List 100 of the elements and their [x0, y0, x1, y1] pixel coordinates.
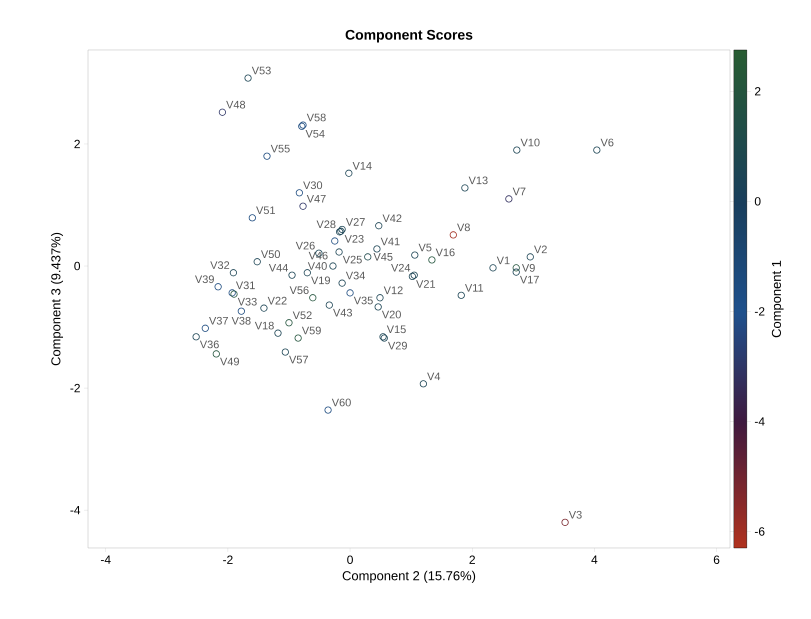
- annotation: V32: [210, 261, 230, 270]
- y-tick-label: 2: [74, 140, 80, 148]
- annotation: V51: [256, 206, 275, 214]
- annotation: V41: [380, 238, 400, 246]
- annotation: V25: [342, 256, 362, 264]
- annotation: V38: [232, 316, 251, 325]
- point: [326, 301, 333, 309]
- point: [461, 184, 468, 192]
- point: [202, 324, 209, 332]
- annotation: V35: [354, 296, 373, 304]
- point: [346, 289, 354, 296]
- annotation: V5: [418, 244, 432, 252]
- annotation: V3: [568, 510, 582, 519]
- annotation: V37: [209, 316, 228, 325]
- annotation: V17: [520, 276, 539, 284]
- point: [288, 272, 296, 279]
- annotation: V31: [236, 281, 255, 290]
- x-tick-label: -2: [223, 556, 233, 564]
- annotation: V39: [194, 275, 214, 284]
- annotation: V33: [238, 298, 257, 306]
- annotation: V47: [306, 194, 326, 203]
- y-tick-label: -2: [70, 384, 80, 392]
- annotation: V21: [416, 280, 436, 288]
- point: [338, 226, 346, 234]
- point: [364, 253, 372, 260]
- point: [309, 294, 316, 302]
- point: [248, 214, 256, 222]
- annotation: V6: [600, 138, 614, 146]
- annotation: V44: [268, 264, 288, 272]
- point: [410, 272, 418, 279]
- annotation: V57: [289, 356, 308, 364]
- annotation: V23: [344, 234, 364, 243]
- chart-title: Component Scores: [346, 30, 472, 42]
- annotation: V45: [374, 253, 392, 261]
- point: [299, 202, 307, 210]
- point: [274, 330, 282, 337]
- x-tick-label: 6: [714, 556, 720, 564]
- annotation: V12: [384, 286, 403, 294]
- point: [218, 108, 226, 116]
- point: [345, 170, 352, 177]
- color-bar-label: 0: [754, 197, 761, 206]
- annotation: V4: [427, 372, 440, 380]
- point: [458, 292, 465, 299]
- x-tick-label: -4: [100, 556, 111, 564]
- annotation: V19: [311, 276, 330, 284]
- color-bar-label: -4: [754, 417, 765, 426]
- point: [526, 253, 534, 260]
- annotation: V16: [436, 248, 455, 256]
- point: [214, 283, 222, 290]
- annotation: V18: [254, 322, 274, 330]
- annotation: V30: [303, 181, 322, 190]
- color-bar-label: -2: [754, 307, 764, 316]
- point: [408, 272, 416, 280]
- annotation: V24: [391, 264, 410, 272]
- point: [376, 294, 384, 302]
- annotation: V42: [382, 214, 402, 222]
- point: [260, 304, 268, 312]
- color-bar-label: 2: [754, 87, 760, 96]
- point: [593, 146, 600, 154]
- annotation: V9: [522, 264, 535, 272]
- annotation: V54: [306, 130, 325, 138]
- annotation: V55: [270, 144, 290, 152]
- point: [450, 231, 457, 239]
- point: [296, 189, 303, 196]
- x-tick-label: 4: [591, 556, 598, 564]
- point: [212, 350, 220, 358]
- annotation: V1: [496, 256, 510, 264]
- point: [244, 74, 252, 82]
- point: [374, 303, 382, 311]
- annotation: V10: [520, 138, 540, 146]
- point: [561, 518, 569, 526]
- annotation: V50: [260, 250, 280, 258]
- annotation: V43: [333, 308, 352, 317]
- color-bar-label: -6: [754, 527, 764, 536]
- annotation: V15: [386, 325, 406, 334]
- point: [285, 319, 293, 326]
- x-axis-title: Component 2 (15.76%): [342, 570, 476, 583]
- point: [304, 269, 311, 276]
- annotation: V56: [290, 286, 309, 294]
- point: [230, 269, 237, 276]
- point: [329, 262, 337, 270]
- annotation: V53: [252, 66, 271, 74]
- annotation: V22: [268, 296, 287, 304]
- y-tick-label: -4: [70, 506, 80, 514]
- annotation: V52: [292, 311, 312, 320]
- annotation: V34: [346, 272, 365, 280]
- point: [338, 280, 346, 287]
- annotation: V58: [306, 114, 326, 122]
- point: [335, 248, 343, 256]
- point: [505, 195, 512, 202]
- annotation: V29: [388, 342, 407, 350]
- point: [512, 264, 520, 272]
- annotation: V48: [226, 100, 246, 109]
- y-tick-label: 0: [74, 262, 80, 270]
- point: [263, 152, 271, 160]
- point: [254, 258, 261, 266]
- point: [282, 348, 289, 356]
- point: [373, 245, 381, 253]
- annotation: V60: [332, 398, 351, 406]
- point: [294, 334, 302, 342]
